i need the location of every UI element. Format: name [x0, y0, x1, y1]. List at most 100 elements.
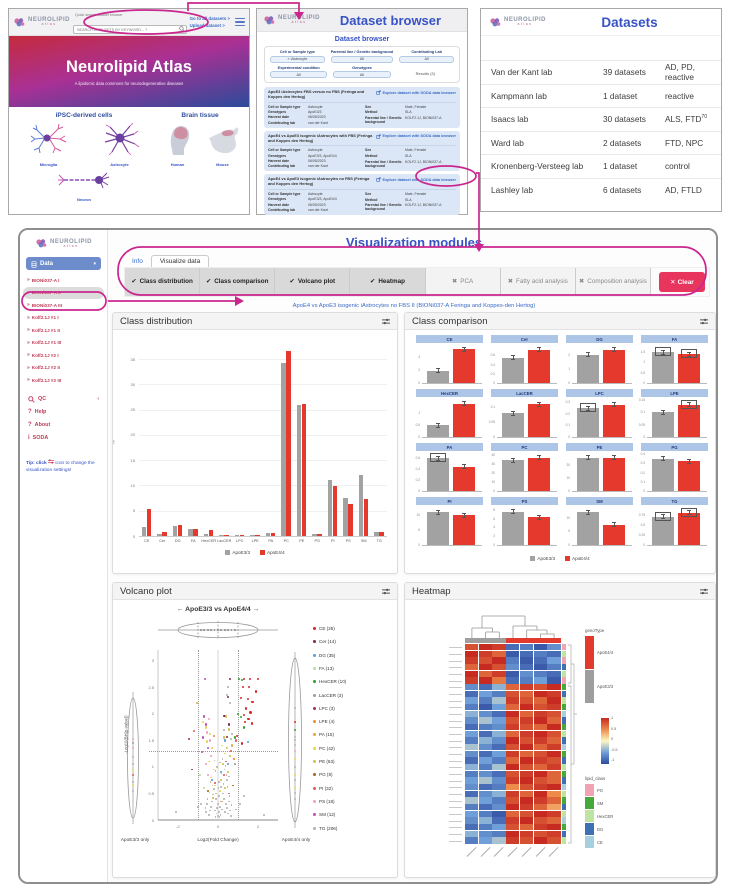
heatmap-cell — [478, 670, 492, 677]
microglia-item[interactable]: Microglia — [20, 122, 78, 167]
top-violin-point — [213, 629, 216, 631]
error-bar — [687, 510, 691, 516]
mini-y-tick: 0.1 — [640, 410, 645, 415]
mini-chart-LacCER: LacCER 0 0.05 0.1 — [486, 389, 561, 443]
field-label: Parental line / Genetic background — [365, 159, 402, 168]
sidebar-item-bioni037-a-ii[interactable]: » BIONi037-A II — [23, 286, 104, 299]
volcano-point — [235, 734, 239, 738]
y-tick-label: 0 — [132, 533, 135, 539]
mini-bar — [652, 516, 674, 545]
go-to-all-datasets-link[interactable]: Go to all datasets > — [189, 16, 230, 21]
brand-sub: atlas — [291, 20, 307, 25]
filter-select[interactable]: All — [333, 71, 391, 78]
volcano-legend-item: FA (13) — [313, 666, 334, 671]
chart-settings-icon[interactable] — [382, 583, 390, 600]
viz-sidebar: NEUROLIPID atlas Data ▾ » BIONi037-A I » BIO… — [20, 230, 108, 882]
volcano-plot-card: Volcano plot ← ApoE3/3 vs ApoE4/4 → 0 0.5 1… — [112, 582, 398, 878]
menu-icon[interactable] — [235, 18, 245, 26]
explore-dataset-link[interactable]: Explore dataset with SODA data browser — [376, 177, 456, 182]
heatmap-cell — [547, 830, 561, 838]
chart-settings-icon[interactable] — [700, 583, 708, 600]
module-toggle-class-comparison[interactable]: ✔ Class comparison — [200, 268, 276, 296]
volcano-point — [236, 712, 240, 715]
module-toggle-pca[interactable]: ✖ PCA — [425, 268, 501, 296]
sidebar-item-kolf2-1j-1-iii[interactable]: » Kolf2.1J #1 III — [27, 339, 62, 346]
search-input[interactable] — [73, 25, 187, 34]
mouse-item[interactable]: Mouse — [201, 122, 245, 167]
explore-dataset-link[interactable]: Explore dataset with SODA data browser — [376, 90, 456, 95]
module-toggle-volcano-plot[interactable]: ✔ Volcano plot — [275, 268, 351, 296]
disease-tags: ALS, FTD70 — [665, 114, 707, 125]
sidebar-item-kolf2-1j-2-iii[interactable]: » Kolf2.1J #2 III — [27, 377, 62, 384]
filter-select[interactable]: All — [399, 55, 454, 63]
volcano-point — [208, 813, 210, 816]
brain-icon — [14, 17, 25, 26]
volcano-legend-item: PA (15) — [313, 732, 334, 737]
sidebar-item-kolf2-1j-2-i[interactable]: » Kolf2.1J #2 I — [27, 352, 59, 359]
volcano-point — [208, 791, 211, 794]
lipid-legend-label: PG — [597, 788, 604, 793]
mini-bar — [427, 458, 449, 491]
search-icon[interactable] — [178, 19, 185, 37]
tab-info[interactable]: Info — [132, 258, 143, 265]
field-label: Sex — [365, 192, 372, 197]
human-item[interactable]: Human — [156, 122, 200, 167]
astrocyte-item[interactable]: Astrocyte — [91, 122, 149, 167]
module-toggle-class-distribution[interactable]: ✔ Class distribution — [125, 268, 201, 296]
sidebar-item-bioni037-a-iii[interactable]: » BIONi037-A III — [27, 302, 62, 309]
neuron-item[interactable]: Neuron — [55, 169, 113, 202]
filter-select[interactable]: × iAstrocyte — [270, 55, 325, 63]
sidebar-item-bioni037-a-i[interactable]: » BIONi037-A I — [27, 277, 60, 284]
sidebar-menu-about[interactable]: ? About — [28, 422, 51, 428]
volcano-point — [206, 747, 210, 750]
mini-y-tick: 1 — [568, 366, 570, 371]
chart-settings-icon[interactable] — [700, 313, 708, 330]
sidebar-item-kolf2-1j-1-ii[interactable]: » Kolf2.1J #1 II — [27, 327, 60, 334]
bar-CE-ApoE4/4 — [146, 508, 152, 536]
module-toggle-fatty-acid-analysis[interactable]: ✖ Fatty acid analysis — [500, 268, 576, 296]
mini-chart-header: FA — [641, 335, 708, 343]
disease-tags: AD, FTLD — [665, 184, 702, 195]
tab-visualize-data[interactable]: Visualize data — [150, 255, 210, 267]
lipid-legend-swatch — [585, 810, 594, 822]
mini-chart-header: PC — [491, 443, 558, 451]
neuron-label: Neuron — [77, 197, 91, 202]
bar-PC-ApoE4/4 — [286, 351, 291, 536]
mini-chart-header: HexCER — [416, 389, 483, 397]
upload-dataset-link[interactable]: Upload dataset > — [189, 23, 225, 28]
heatmap-cell — [519, 797, 534, 804]
database-icon — [31, 255, 37, 273]
explore-dataset-link[interactable]: Explore dataset with SODA data browser — [376, 133, 456, 139]
volcano-point — [200, 803, 202, 805]
module-toggle-composition-analysis[interactable]: ✖ Composition analysis — [575, 268, 651, 296]
top-violin-point — [210, 629, 212, 631]
volcano-point — [226, 695, 230, 698]
clear-button[interactable]: ✕ Clear — [658, 272, 705, 292]
heatmap-cell — [547, 770, 561, 777]
sidebar-data-button[interactable]: Data ▾ — [26, 257, 101, 270]
y-tick-label: 0.5 — [148, 790, 154, 796]
browser-subtitle: Dataset browser — [334, 36, 390, 43]
sidebar-menu-soda[interactable]: i SODA — [28, 435, 49, 441]
bar-HexCER-ApoE4/4 — [208, 529, 214, 536]
sidebar-item-kolf2-1j-2-ii[interactable]: » Kolf2.1J #2 II — [27, 364, 60, 371]
module-toggle-heatmap[interactable]: ✔ Heatmap — [350, 268, 426, 296]
volcano-point — [237, 678, 241, 681]
sidebar-item-kolf2-1j-1-i[interactable]: » Kolf2.1J #1 I — [27, 314, 59, 321]
volcano-point — [226, 807, 228, 810]
volcano-legend-item: HexCER (10) — [313, 679, 346, 684]
sidebar-menu-qc[interactable]: QC ‹ — [20, 393, 107, 406]
heatmap-cell — [533, 677, 547, 684]
filter-select[interactable]: All — [330, 55, 394, 63]
lab-name: Lashley lab — [491, 184, 533, 195]
legend-item: ApoE4/4 — [565, 556, 590, 561]
row-label-tick — [449, 654, 462, 655]
fc-threshold-line — [238, 650, 239, 820]
chart-settings-icon[interactable] — [382, 313, 390, 330]
mini-bar — [502, 413, 524, 437]
volcano-point — [205, 811, 207, 813]
heatmap-cell — [492, 750, 506, 757]
sidebar-menu-help[interactable]: ? Help — [28, 409, 47, 415]
row-label-tick — [449, 760, 462, 762]
filter-select[interactable]: All — [270, 71, 328, 78]
